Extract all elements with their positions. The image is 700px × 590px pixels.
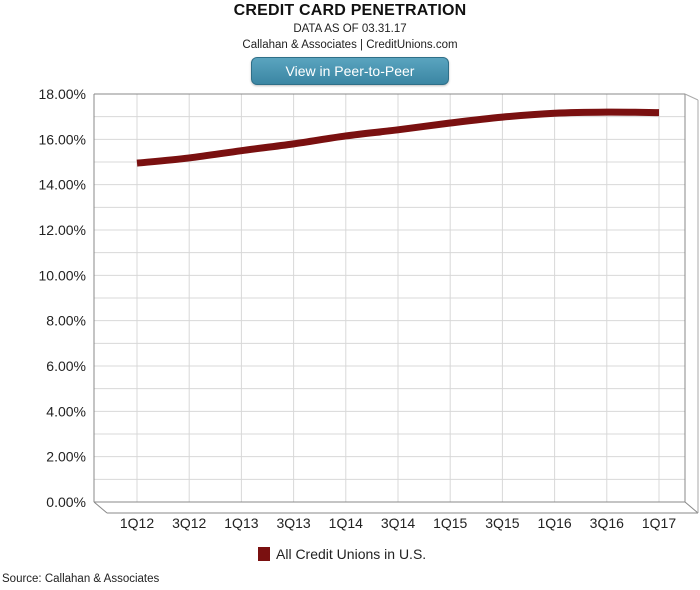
- y-tick-label: 0.00%: [46, 494, 86, 510]
- view-in-peer-to-peer-button[interactable]: View in Peer-to-Peer: [251, 57, 449, 85]
- credit-line: Callahan & Associates | CreditUnions.com: [242, 39, 458, 51]
- x-tick-label: 1Q12: [120, 515, 154, 531]
- x-tick-label: 1Q15: [433, 515, 467, 531]
- legend-label: All Credit Unions in U.S.: [276, 546, 427, 562]
- x-tick-label: 1Q13: [224, 515, 258, 531]
- y-tick-label: 14.00%: [39, 177, 86, 193]
- y-tick-label: 8.00%: [46, 313, 86, 329]
- y-tick-label: 6.00%: [46, 358, 86, 374]
- x-tick-label: 3Q16: [590, 515, 624, 531]
- x-tick-label: 3Q12: [172, 515, 206, 531]
- y-tick-label: 16.00%: [39, 131, 86, 147]
- x-tick-label: 3Q13: [276, 515, 310, 531]
- legend[interactable]: All Credit Unions in U.S.: [258, 546, 426, 562]
- y-tick-label: 4.00%: [46, 403, 86, 419]
- data-date: DATA AS OF 03.31.17: [293, 23, 407, 35]
- x-axis-ticks: 1Q12 3Q12 1Q13 3Q13 1Q14 3Q14 1Q15 3Q15 1Q16 3Q16…: [120, 515, 676, 531]
- series-lines: [136, 108, 660, 167]
- y-tick-label: 10.00%: [39, 267, 86, 283]
- chart-title: CREDIT CARD PENETRATION: [233, 2, 467, 19]
- x-tick-label: 3Q15: [485, 515, 519, 531]
- x-tick-label: 1Q14: [329, 515, 363, 531]
- x-tick-label: 3Q14: [381, 515, 415, 531]
- floor-edge-right: [684, 501, 699, 514]
- wall-edge-top: [684, 93, 699, 101]
- legend-swatch: [258, 547, 270, 561]
- line-chart: 0.00% 2.00% 4.00% 6.00% 8.00% 10.00% 12.00% 14.…: [39, 86, 699, 531]
- y-tick-label: 2.00%: [46, 449, 86, 465]
- x-tick-label: 1Q17: [642, 515, 676, 531]
- x-tick-label: 1Q16: [537, 515, 571, 531]
- source-note: Source: Callahan & Associates: [2, 573, 160, 585]
- y-tick-label: 18.00%: [39, 86, 86, 102]
- floor-edge-left: [93, 501, 108, 514]
- axes: [93, 93, 699, 514]
- y-axis-ticks: 0.00% 2.00% 4.00% 6.00% 8.00% 10.00% 12.00% 14.…: [39, 86, 86, 510]
- y-tick-label: 12.00%: [39, 222, 86, 238]
